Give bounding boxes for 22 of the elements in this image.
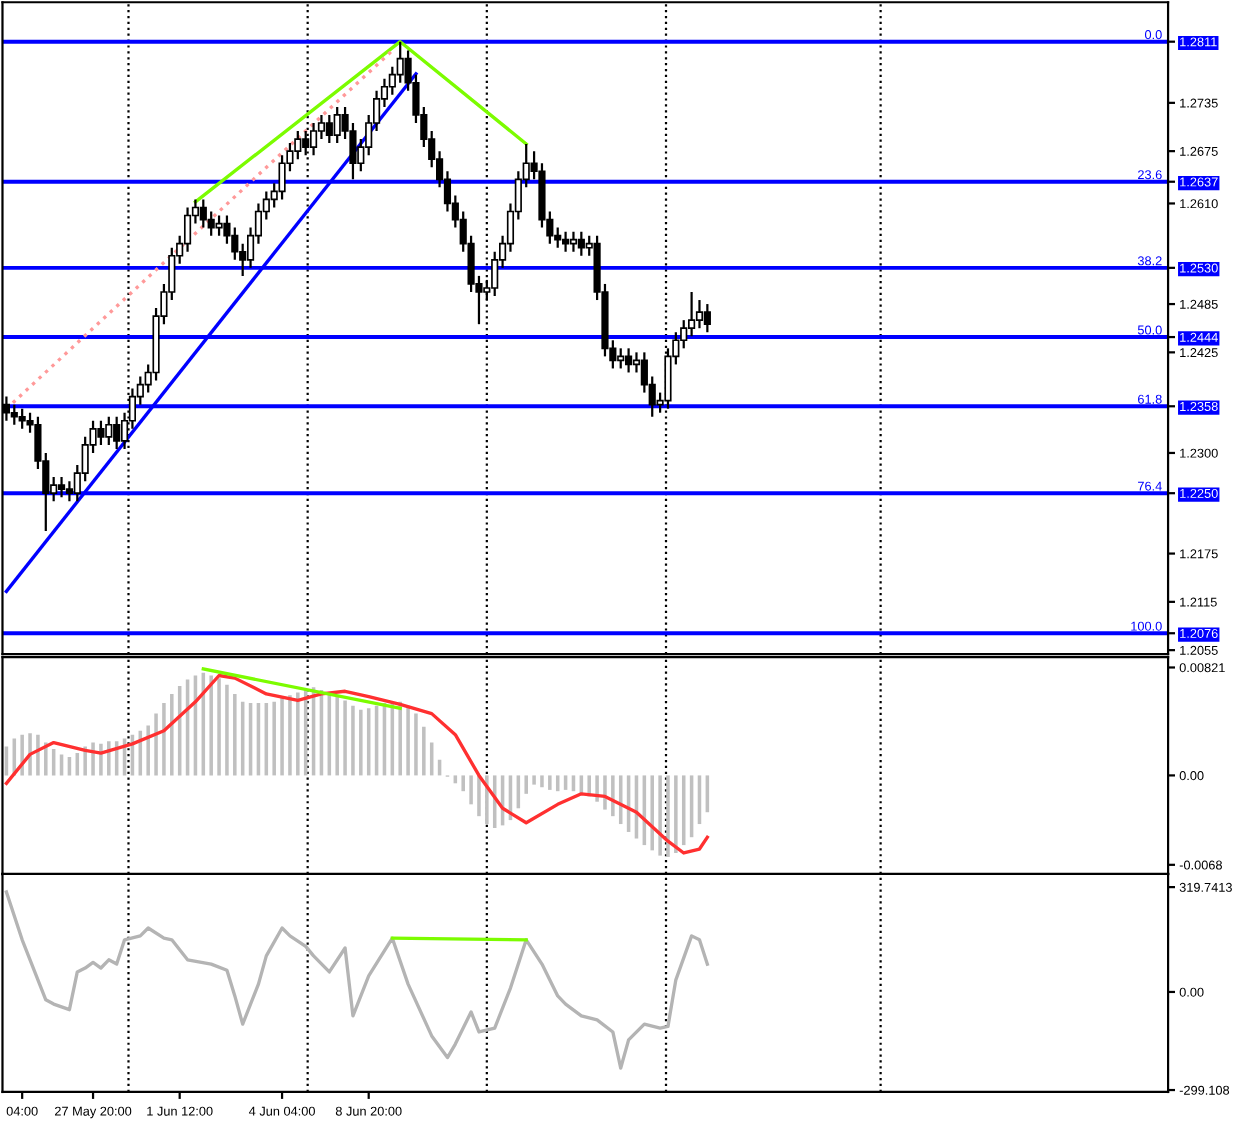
candlestick	[113, 415, 121, 451]
candlestick	[57, 475, 66, 499]
candlestick	[97, 419, 105, 447]
candlestick	[577, 230, 585, 257]
candlestick	[561, 230, 570, 253]
candlestick	[625, 347, 633, 374]
candlestick	[617, 347, 625, 370]
line-series	[4, 673, 710, 855]
candlestick	[703, 302, 711, 334]
candlestick	[695, 298, 704, 330]
candlestick	[207, 210, 215, 237]
line-series	[4, 890, 710, 1070]
candlestick	[325, 113, 333, 145]
candlestick	[333, 105, 341, 145]
candlestick	[396, 40, 404, 84]
candlestick	[65, 480, 74, 503]
candlestick	[10, 403, 18, 426]
candlestick	[105, 415, 113, 447]
candlestick	[199, 198, 207, 229]
candlestick	[569, 230, 578, 253]
candlestick	[18, 407, 26, 430]
candlestick	[215, 214, 223, 237]
